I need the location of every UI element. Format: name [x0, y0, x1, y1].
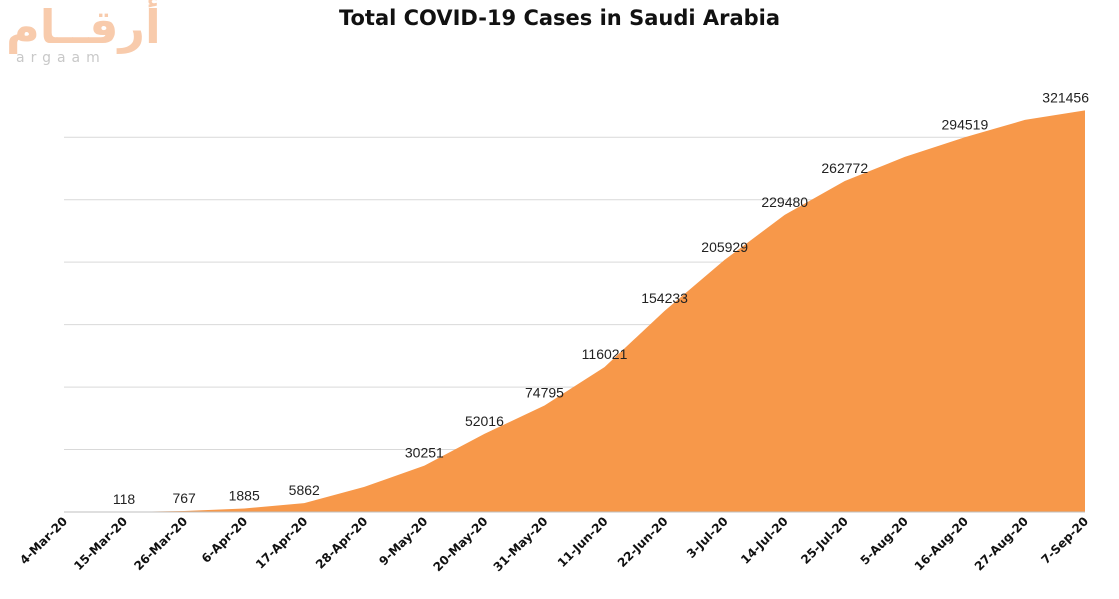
x-tick-label: 16-Aug-20: [912, 514, 971, 573]
data-label: 294519: [942, 116, 989, 132]
x-tick-label: 3-Jul-20: [684, 514, 731, 561]
data-label: 262772: [821, 160, 868, 176]
x-tick-label: 31-May-20: [491, 514, 551, 574]
data-label: 767: [172, 490, 196, 506]
x-tick-label: 6-Apr-20: [199, 514, 250, 565]
x-tick-label: 15-Mar-20: [71, 514, 130, 573]
data-label: 116021: [582, 346, 628, 362]
x-tick-label: 28-Apr-20: [313, 514, 370, 571]
x-tick-label: 9-May-20: [376, 514, 430, 568]
data-label: 74795: [525, 384, 564, 400]
data-label: 154233: [641, 290, 688, 306]
data-label: 5862: [289, 482, 320, 498]
logo-latin-text: argaam: [16, 50, 106, 66]
data-label: 30251: [405, 445, 444, 461]
x-tick-label: 5-Aug-20: [858, 514, 911, 567]
area-fill: [64, 110, 1085, 513]
x-tick-label: 26-Mar-20: [131, 514, 190, 573]
data-label: 229480: [761, 194, 808, 210]
data-label: 118: [113, 491, 136, 507]
data-label: 1885: [229, 488, 260, 504]
x-tick-label: 22-Jun-20: [615, 514, 671, 570]
x-tick-label: 25-Jul-20: [798, 514, 851, 567]
chart-title: Total COVID-19 Cases in Saudi Arabia: [338, 6, 781, 30]
x-tick-labels: 4-Mar-20 15-Mar-20 26-Mar-20 6-Apr-20 17-Apr…: [17, 514, 1091, 574]
area-series: [64, 110, 1085, 513]
x-tick-label: 11-Jun-20: [555, 514, 611, 570]
x-tick-label: 14-Jul-20: [738, 514, 791, 567]
data-label: 205929: [701, 239, 748, 255]
argaam-logo: أرقــام argaam: [2, 0, 161, 72]
data-label: 52016: [465, 413, 504, 429]
x-tick-label: 7-Sep-20: [1039, 514, 1092, 567]
x-tick-label: 17-Apr-20: [253, 514, 310, 571]
x-tick-label: 27-Aug-20: [972, 514, 1031, 573]
logo-arabic-text: أرقــام: [6, 0, 161, 54]
x-tick-label: 20-May-20: [431, 514, 491, 574]
data-label: 321456: [1042, 89, 1089, 105]
x-tick-label: 4-Mar-20: [17, 514, 70, 567]
data-labels: 118 767 1885 5862 30251 52016 74795 116021 15423…: [113, 89, 1089, 506]
